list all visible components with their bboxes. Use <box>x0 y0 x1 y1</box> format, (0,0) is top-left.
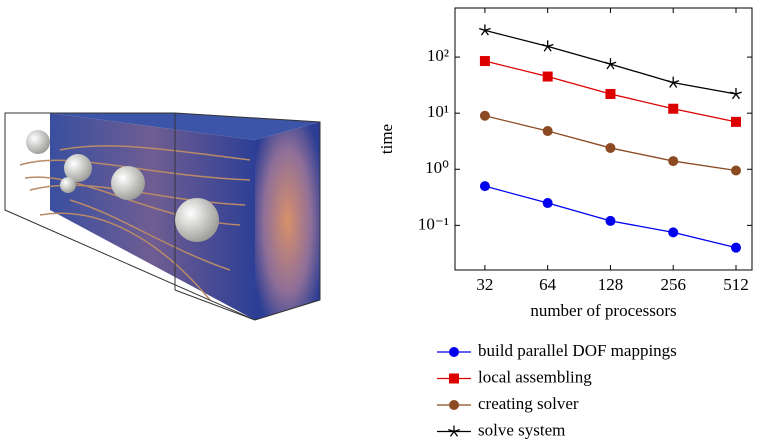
x-tick-label: 128 <box>598 275 624 294</box>
legend-label: solve system <box>478 420 565 439</box>
marker <box>731 243 741 253</box>
simulation-render <box>5 113 320 320</box>
x-axis-label: number of processors <box>530 301 676 320</box>
marker <box>480 56 490 66</box>
marker <box>731 166 741 176</box>
marker <box>605 216 615 226</box>
x-tick-label: 32 <box>476 275 493 294</box>
plot-frame <box>455 8 752 270</box>
x-tick-label: 256 <box>660 275 686 294</box>
box-front <box>50 113 255 320</box>
marker <box>480 111 490 121</box>
legend-label: build parallel DOF mappings <box>478 341 677 360</box>
marker <box>668 156 678 166</box>
x-tick-label: 64 <box>539 275 557 294</box>
marker <box>543 198 553 208</box>
legend-label: creating solver <box>478 394 579 413</box>
legend-marker <box>449 400 459 410</box>
legend-label: local assembling <box>478 367 592 386</box>
y-tick-label: 10¹ <box>427 102 449 121</box>
marker <box>543 72 553 82</box>
marker <box>480 181 490 191</box>
y-axis-label: time <box>377 124 396 154</box>
marker <box>605 89 615 99</box>
marker <box>668 104 678 114</box>
y-tick-label: 10² <box>427 46 449 65</box>
figure: 32 64 128 256 512 10⁻¹ 10⁰ 10¹ 10² number of proc… <box>0 0 760 444</box>
y-tick-label: 10⁰ <box>425 158 449 177</box>
marker <box>731 117 741 127</box>
marker <box>479 24 490 35</box>
y-tick-label: 10⁻¹ <box>418 214 449 233</box>
x-tick-label: 512 <box>723 275 749 294</box>
legend-marker <box>449 374 459 384</box>
box-side <box>255 122 320 320</box>
marker <box>543 126 553 136</box>
marker <box>668 227 678 237</box>
legend-marker <box>449 347 459 357</box>
marker <box>605 143 615 153</box>
